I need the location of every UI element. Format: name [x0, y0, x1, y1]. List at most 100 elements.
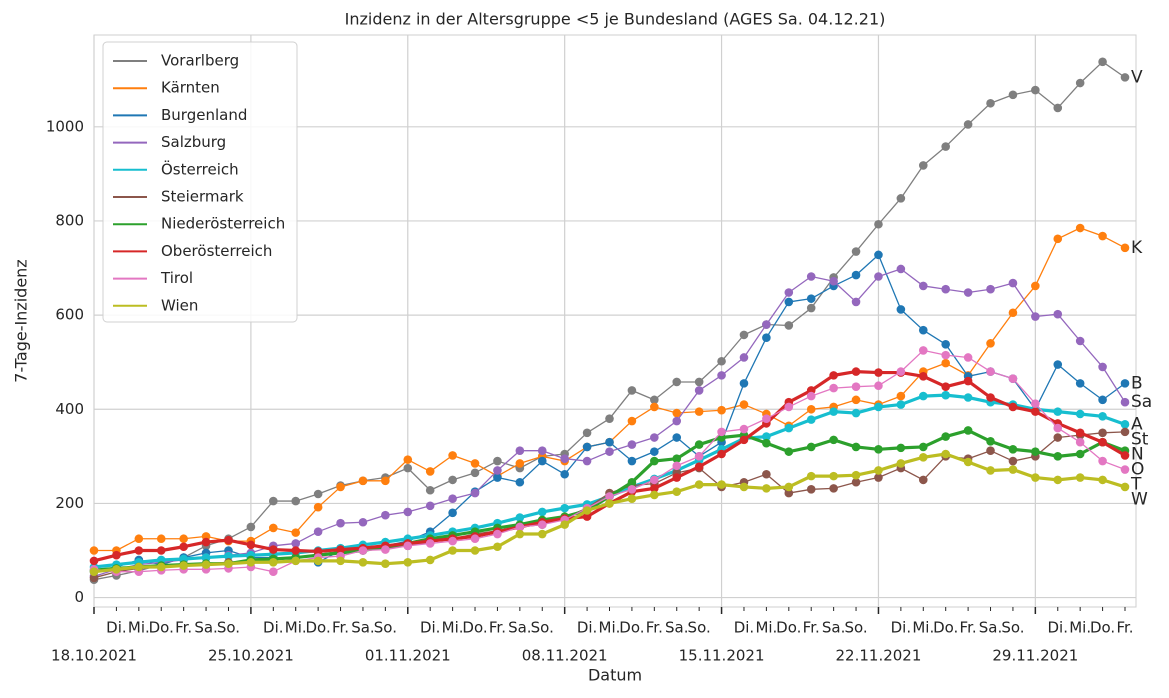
- data-point: [1075, 379, 1085, 388]
- data-point: [560, 520, 569, 529]
- data-point: [537, 446, 547, 456]
- data-point: [896, 400, 906, 409]
- data-point: [650, 402, 659, 412]
- data-point: [1075, 449, 1085, 459]
- data-point: [739, 400, 749, 409]
- data-point: [851, 442, 861, 452]
- data-point: [313, 556, 323, 566]
- data-point: [963, 426, 973, 435]
- data-point: [1053, 360, 1063, 369]
- data-point: [627, 416, 637, 426]
- data-point: [112, 565, 121, 574]
- data-point: [582, 428, 592, 438]
- data-point: [1053, 475, 1063, 485]
- data-point: [829, 276, 838, 286]
- data-point: [941, 340, 950, 349]
- data-point: [762, 484, 771, 493]
- legend-label: Österreich: [161, 159, 239, 178]
- data-point: [493, 529, 502, 539]
- data-point: [1031, 281, 1040, 291]
- data-point: [806, 303, 816, 313]
- data-point: [829, 484, 838, 493]
- data-point: [425, 467, 435, 476]
- data-point: [739, 482, 749, 492]
- data-point: [627, 485, 637, 494]
- data-point: [941, 142, 950, 151]
- data-point: [269, 557, 278, 567]
- data-point: [986, 393, 995, 402]
- data-point: [717, 449, 726, 459]
- data-point: [851, 470, 861, 480]
- x-minor-tick-label: Fr.: [960, 619, 977, 637]
- data-point: [986, 284, 995, 294]
- data-point: [381, 559, 390, 568]
- x-minor-tick-label: Do.: [306, 619, 331, 637]
- x-axis-label: Datum: [588, 666, 642, 685]
- data-point: [784, 297, 794, 307]
- data-point: [1098, 57, 1107, 67]
- data-point: [986, 339, 995, 348]
- data-point: [694, 462, 704, 472]
- data-point: [963, 376, 973, 386]
- x-minor-tick-label: Sa.: [351, 619, 374, 637]
- data-point: [470, 534, 480, 544]
- data-point: [762, 333, 771, 343]
- data-point: [1098, 475, 1107, 485]
- legend-label: Steiermark: [161, 188, 244, 206]
- y-tick-label: 600: [55, 306, 84, 324]
- data-point: [829, 371, 838, 380]
- data-point: [493, 473, 502, 482]
- data-point: [605, 414, 614, 423]
- data-point: [582, 442, 592, 452]
- data-point: [717, 427, 726, 437]
- data-point: [1053, 309, 1063, 319]
- data-point: [470, 468, 480, 478]
- data-point: [358, 476, 368, 486]
- data-point: [1120, 420, 1130, 429]
- data-point: [515, 529, 525, 539]
- data-point: [672, 416, 682, 426]
- x-minor-tick-label: Sa.: [665, 619, 688, 637]
- x-minor-tick-label: Di.: [577, 619, 598, 637]
- data-point: [874, 272, 883, 281]
- data-point: [650, 490, 659, 500]
- x-minor-tick-label: Do.: [149, 619, 174, 637]
- data-point: [1120, 465, 1130, 474]
- x-tick-label: 18.10.2021: [51, 647, 137, 665]
- data-point: [515, 513, 525, 522]
- chart-title: Inzidenz in der Altersgruppe <5 je Bunde…: [345, 10, 886, 29]
- data-point: [739, 353, 749, 362]
- data-point: [448, 546, 457, 555]
- data-point: [156, 546, 166, 555]
- data-point: [874, 444, 883, 454]
- data-point: [627, 440, 637, 449]
- data-point: [784, 423, 794, 433]
- data-point: [336, 556, 345, 566]
- data-point: [537, 520, 547, 529]
- data-point: [201, 560, 211, 569]
- data-point: [874, 250, 883, 260]
- data-point: [515, 477, 525, 487]
- data-point: [1031, 473, 1040, 482]
- data-point: [291, 528, 301, 537]
- data-point: [403, 463, 413, 473]
- data-point: [336, 545, 345, 554]
- data-point: [515, 459, 525, 468]
- data-point: [762, 414, 771, 423]
- end-label: O: [1131, 459, 1144, 479]
- y-tick-label: 0: [74, 588, 84, 606]
- data-point: [493, 466, 502, 475]
- x-minor-tick-label: Mi.: [128, 619, 150, 637]
- y-axis-label: 7-Tage-Inzidenz: [12, 259, 31, 382]
- end-label: N: [1131, 444, 1144, 464]
- data-point: [806, 415, 816, 424]
- data-point: [627, 386, 637, 395]
- data-point: [896, 194, 906, 203]
- data-point: [1098, 428, 1107, 438]
- data-point: [448, 451, 457, 460]
- legend-label: Niederösterreich: [161, 215, 285, 233]
- x-minor-tick-label: Di.: [891, 619, 912, 637]
- data-point: [627, 477, 637, 487]
- data-point: [874, 219, 883, 229]
